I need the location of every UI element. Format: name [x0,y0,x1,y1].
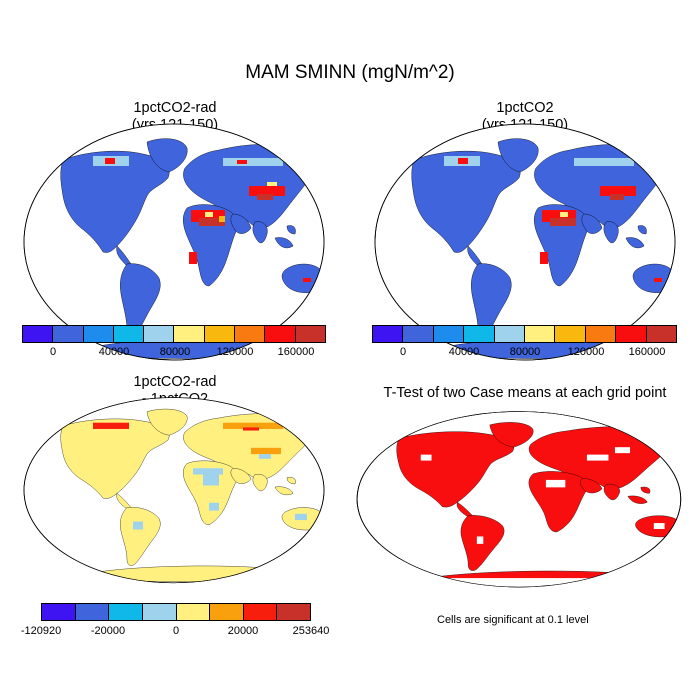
colorbar-main-left [22,325,326,343]
colorbar-swatch [210,604,244,620]
colorbar-main-right [372,325,677,343]
colorbar-swatch [277,604,310,620]
colorbar-swatch [243,604,278,620]
colorbar-difference [41,603,311,621]
colorbar-tick: 0 [399,346,407,358]
map-difference [23,397,325,584]
high-value-patches [444,156,662,282]
colorbar-swatch [174,326,205,342]
high-value-patches [93,156,311,282]
colorbar-swatch [144,326,175,342]
colorbar-swatch [235,326,266,342]
panel-title-ttest: T-Test of two Case means at each grid po… [383,385,667,401]
colorbar-tick: 40000 [98,346,130,358]
colorbar-swatch [83,326,114,342]
colorbar-swatch [75,604,110,620]
map-ttest [356,411,682,588]
significance-note: Cells are significant at 0.1 level [437,614,589,626]
colorbar-tick: -120920 [20,625,62,637]
colorbar-tick: 120000 [216,346,254,358]
colorbar-tick: 160000 [277,346,315,358]
difference-patches [93,422,307,530]
non-significant-cells [420,447,665,588]
colorbar-tick: 40000 [448,346,480,358]
map-1pctco2-rad [23,123,325,361]
colorbar-swatch [176,604,211,620]
colorbar-swatch [555,326,586,342]
colorbar-swatch [525,326,556,342]
colorbar-tick: 80000 [509,346,541,358]
map-1pctco2 [374,123,676,361]
colorbar-swatch [433,326,465,342]
colorbar-swatch [295,326,325,342]
figure-title: MAM SMINN (mgN/m^2) [245,62,455,83]
colorbar-swatch [265,326,296,342]
panel-title-line1: 1pctCO2-rad [133,100,217,116]
colorbar-swatch [403,326,434,342]
colorbar-swatch [373,326,404,342]
colorbar-swatch [464,326,495,342]
colorbar-tick: 160000 [628,346,666,358]
colorbar-swatch [53,326,84,342]
colorbar-swatch [616,326,647,342]
colorbar-swatch [646,326,677,342]
colorbar-swatch [204,326,236,342]
colorbar-swatch [113,326,145,342]
panel-title-line1: 1pctCO2-rad [133,374,217,390]
colorbar-tick: 253640 [292,625,330,637]
colorbar-swatch [109,604,143,620]
panel-title-line1: 1pctCO2 [496,100,554,116]
colorbar-swatch [494,326,526,342]
colorbar-tick: 0 [49,346,57,358]
colorbar-tick: -20000 [90,625,126,637]
colorbar-tick: 120000 [567,346,605,358]
colorbar-swatch [23,326,54,342]
colorbar-tick: 80000 [159,346,191,358]
colorbar-tick: 20000 [227,625,259,637]
colorbar-tick: 0 [172,625,180,637]
colorbar-swatch [142,604,177,620]
colorbar-swatch [585,326,617,342]
colorbar-swatch [42,604,76,620]
